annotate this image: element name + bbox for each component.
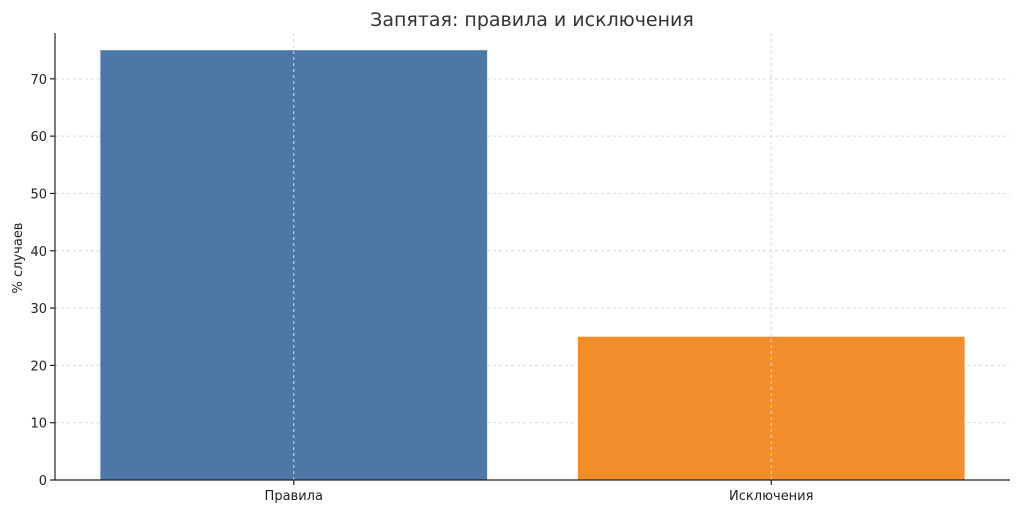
y-tick-label: 70: [30, 73, 47, 88]
y-axis-label: % случаев: [11, 223, 26, 294]
bars: [100, 50, 965, 480]
bar-1: [100, 50, 488, 480]
y-tick-label: 0: [39, 474, 47, 489]
y-tick-label: 40: [30, 245, 47, 260]
y-tick-label: 50: [30, 187, 47, 202]
vertical-gridlines: [293, 33, 772, 480]
y-tick-label: 20: [30, 359, 47, 374]
x-tick-label: Правила: [265, 489, 323, 504]
y-tick-label: 30: [30, 302, 47, 317]
bar-2: [577, 336, 965, 480]
y-tick-label: 10: [30, 417, 47, 432]
x-ticks: Правила Исключения: [265, 480, 813, 504]
y-tick-label: 60: [30, 130, 47, 145]
x-tick-label: Исключения: [729, 489, 813, 504]
chart-title: Запятая: правила и исключения: [370, 9, 694, 31]
y-ticks: 0 10 20 30 40 50 60 70: [30, 73, 55, 489]
